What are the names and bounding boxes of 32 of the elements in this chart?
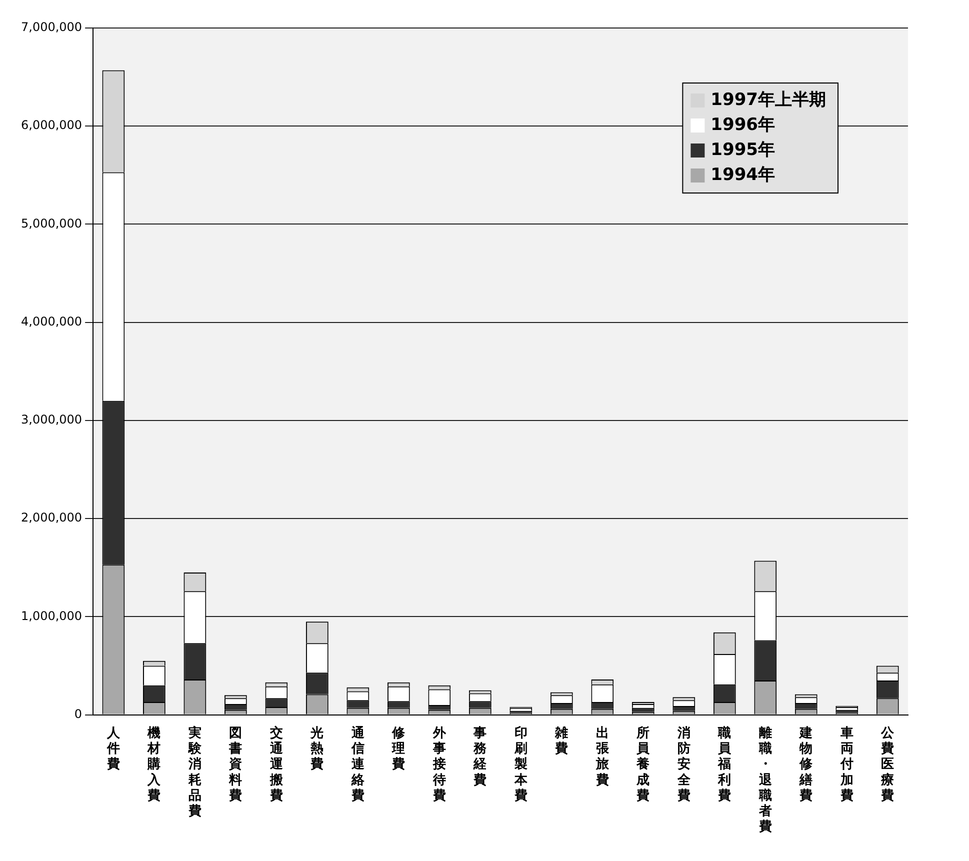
x-tick-label: 公費医療費 [880,726,896,804]
x-tick-label: 人件費 [106,726,121,772]
x-tick-label: 消防安全費 [676,726,692,804]
y-tick-label: 5,000,000 [20,216,82,230]
x-tick-label: 修理費 [391,726,406,772]
x-tick-label: 職員福利費 [717,724,732,804]
y-tick-label: 2,000,000 [20,510,82,525]
legend-label: 1997年上半期 [710,90,826,110]
x-tick-label: 建物修繕費 [798,726,814,804]
x-tick-label: 機材購入費 [146,726,162,804]
x-tick-label: 通信連絡費 [350,724,366,804]
y-tick-label: 6,000,000 [20,118,82,132]
x-tick-label: 外事接待費 [432,726,447,804]
x-tick-label: 所員養成費 [636,724,651,804]
x-tick-label: 印刷製本費 [513,724,528,804]
legend-label: 1995年 [710,140,776,160]
x-tick-label: 実験消耗品費 [187,724,202,819]
x-tick-label: 雑費 [554,726,568,757]
x-tick-label: 出張旅費 [594,726,610,788]
x-tick-label: 図書資料費 [228,726,242,804]
x-tick-label: 車両付加費 [839,726,854,804]
legend-label: 1994年 [710,164,776,185]
y-tick-label: 1,000,000 [20,608,82,623]
x-tick-label: 光熱費 [310,726,324,772]
x-tick-label: 離職・退職者費 [758,726,773,835]
x-tick-label: 事務経費 [472,726,488,788]
y-tick-label: 3,000,000 [20,412,82,427]
y-tick-label: 7,000,000 [20,20,82,34]
y-tick-label: 0 [74,706,82,721]
legend-label: 1996年 [710,114,776,135]
y-tick-label: 4,000,000 [20,314,82,328]
x-tick-label: 交通運搬費 [268,724,284,804]
